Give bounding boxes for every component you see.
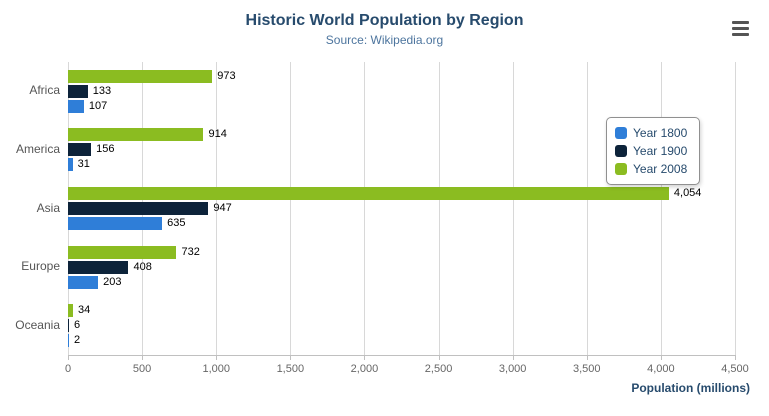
legend-swatch [615,145,627,157]
hamburger-line [732,21,749,24]
tick-mark [216,355,218,360]
bar-year-1800-europe[interactable] [68,275,99,289]
tick-mark [512,355,514,360]
gridline [660,62,662,355]
hamburger-menu-icon[interactable] [732,21,749,39]
bar-value-label: 6 [74,319,81,332]
gridline [735,62,736,355]
bar-value-label: 947 [213,202,232,214]
bar-year-2008-europe[interactable] [68,245,177,259]
x-axis-title: Population (millions) [631,381,750,395]
plot-area: 0 500 1,000 1,500 2,000 2,500 3,000 3,500 4,000 4… [15,62,749,375]
x-tick-label: 2,500 [424,363,453,375]
category-label: Asia [36,200,60,215]
legend-item-label: Year 1800 [633,126,688,140]
tick-mark [290,355,292,360]
bar-year-2008-america[interactable] [68,128,204,142]
hamburger-line [732,27,749,30]
bar-value-label: 4,054 [673,187,702,199]
gridline [290,62,292,355]
gridline [586,62,588,355]
legend-item-year-1800[interactable]: Year 1800 [615,124,687,142]
category-label: Europe [21,259,60,274]
bar-value-label: 973 [217,69,236,82]
tick-mark [660,355,662,360]
legend-item-year-2008[interactable]: Year 2008 [615,160,687,178]
bar-value-label: 156 [96,143,115,156]
legend-item-year-1900[interactable]: Year 1900 [615,142,687,160]
hamburger-line [732,33,749,36]
legend-item-label: Year 1900 [633,144,688,158]
category-label: Africa [29,83,60,98]
chart-subtitle: Source: Wikipedia.org [325,33,444,47]
bar-value-label: 34 [78,304,91,317]
tick-mark [438,355,440,360]
gridline [512,62,514,355]
x-tick-label: 500 [132,363,152,375]
bar-year-1800-africa[interactable] [68,99,84,113]
bar-value-label: 203 [103,275,122,288]
x-tick-label: 3,000 [498,363,527,375]
legend-items: Year 1800 Year 1900 Year 2008 [615,124,687,178]
tick-mark [586,355,588,360]
x-tick-label: 1,000 [202,363,230,375]
bar-value-label: 732 [181,245,200,258]
bar-year-1900-america[interactable] [68,143,92,157]
x-tick-label: 4,000 [647,363,675,375]
bar-value-label: 914 [208,128,227,141]
bar-value-label: 133 [92,84,112,97]
category-label: Oceania [15,317,60,332]
tick-mark [364,355,366,360]
tick-mark [68,355,69,360]
legend-item-label: Year 2008 [633,162,688,176]
bar-value-label: 107 [88,99,108,112]
bar-year-1800-asia[interactable] [68,217,163,230]
bar-value-label: 31 [77,158,90,171]
tick-mark [735,355,736,360]
bar-year-1800-oceania[interactable] [68,334,69,348]
gridline [216,62,218,355]
bar-year-1900-europe[interactable] [68,260,129,274]
bar-year-2008-oceania[interactable] [68,304,74,318]
bar-year-1900-asia[interactable] [68,202,209,215]
x-tick-label: 4,500 [721,363,749,375]
category-label: America [15,141,60,156]
x-tick-label: 2,000 [350,363,379,375]
x-tick-label: 3,500 [573,363,601,375]
bar-year-2008-africa[interactable] [68,69,213,83]
bar-value-label: 635 [167,217,186,229]
legend-swatch [615,127,627,139]
bar-value-label: 2 [74,334,81,347]
bar-year-2008-asia[interactable] [68,187,669,200]
bar-value-label: 408 [133,260,152,273]
bar-year-1900-oceania[interactable] [68,319,69,333]
gridline [364,62,366,355]
x-tick-label: 0 [64,363,72,375]
x-tick-label: 1,500 [276,363,305,375]
chart-title: Historic World Population by Region [245,12,524,29]
gridline [438,62,440,355]
bar-year-1900-africa[interactable] [68,84,88,98]
legend-swatch [615,163,627,175]
tick-mark [142,355,144,360]
legend: Year 1800 Year 1900 Year 2008 [606,117,701,185]
bar-year-1800-america[interactable] [68,158,73,172]
